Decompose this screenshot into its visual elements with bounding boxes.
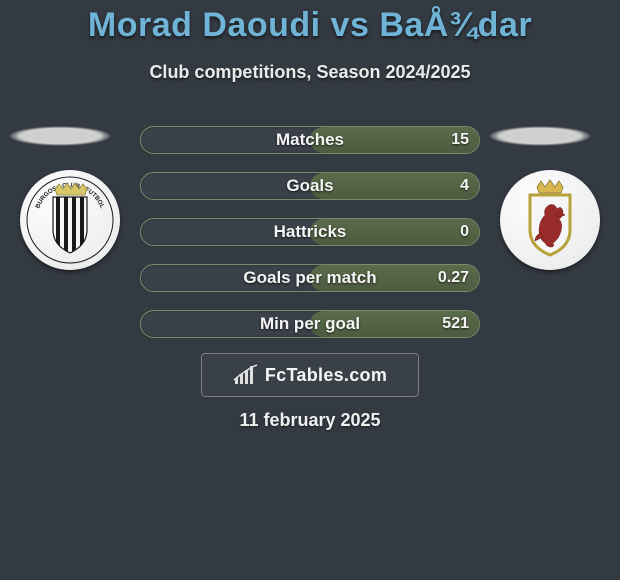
stat-label: Min per goal — [141, 311, 479, 337]
stat-row: Hattricks0 — [140, 218, 480, 246]
right-club-crest — [500, 170, 600, 270]
stat-value-right: 4 — [460, 173, 469, 199]
date-text: 11 february 2025 — [0, 410, 620, 431]
stat-value-right: 15 — [451, 127, 469, 153]
brand-chart-icon — [233, 364, 259, 386]
stat-value-right: 521 — [442, 311, 469, 337]
right-shadow-ellipse — [488, 126, 592, 146]
stat-label: Matches — [141, 127, 479, 153]
brand-text: FcTables.com — [265, 365, 387, 386]
stat-value-right: 0 — [460, 219, 469, 245]
vs-text: vs — [331, 6, 370, 44]
player-left-name: Morad Daoudi — [88, 6, 321, 44]
stat-label: Hattricks — [141, 219, 479, 245]
stat-label: Goals per match — [141, 265, 479, 291]
left-club-crest: BURGOS · CLUB · FUTBOL — [20, 170, 120, 270]
stat-row: Matches15 — [140, 126, 480, 154]
stat-row: Goals per match0.27 — [140, 264, 480, 292]
subtitle: Club competitions, Season 2024/2025 — [0, 62, 620, 83]
left-shadow-ellipse — [8, 126, 112, 146]
player-right-name: BaÅ¾dar — [379, 6, 532, 44]
stat-label: Goals — [141, 173, 479, 199]
stats-panel: Matches15 Goals4 Hattricks0 Goals per match… — [140, 126, 480, 356]
stat-row: Goals4 — [140, 172, 480, 200]
stat-value-right: 0.27 — [438, 265, 469, 291]
burgos-crest-icon: BURGOS · CLUB · FUTBOL — [25, 175, 115, 265]
stat-row: Min per goal521 — [140, 310, 480, 338]
brand-box: FcTables.com — [201, 353, 419, 397]
zaragoza-crest-icon — [505, 175, 595, 265]
page-title: Morad Daoudi vs BaÅ¾dar — [0, 6, 620, 45]
